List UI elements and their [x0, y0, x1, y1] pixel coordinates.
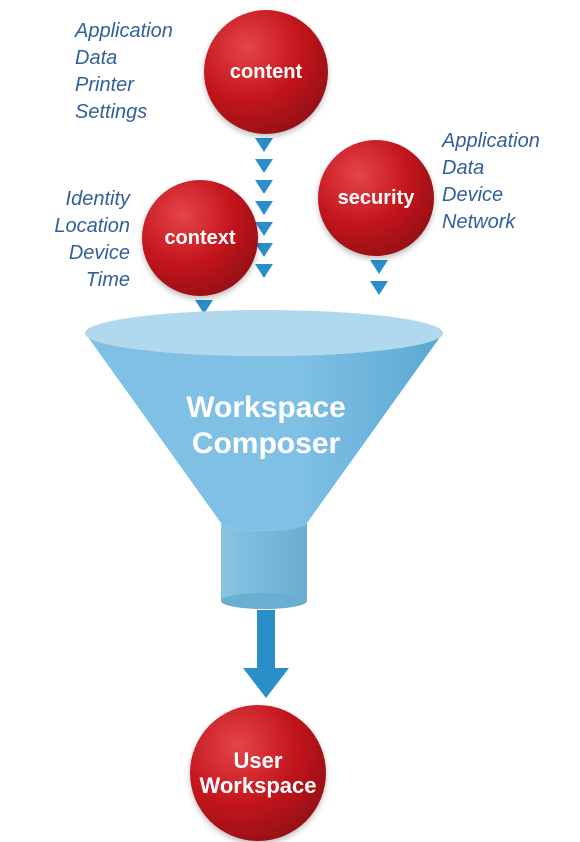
arrow-segment-icon — [370, 281, 388, 295]
user-workspace-label-line1: User — [200, 748, 317, 773]
arrow-segment-icon — [255, 243, 273, 257]
context-sphere: context — [142, 180, 258, 296]
list-item: Device — [0, 240, 130, 267]
list-item: Settings — [75, 99, 173, 126]
output-arrow-shape — [243, 610, 289, 698]
list-item: Time — [0, 267, 130, 294]
list-item: Network — [442, 209, 540, 236]
funnel-label-line2: Composer — [176, 426, 356, 462]
security-sphere-label: security — [338, 187, 415, 210]
user-workspace-label-line2: Workspace — [200, 773, 317, 798]
content-sphere: content — [204, 10, 328, 134]
list-item: Identity — [0, 186, 130, 213]
arrow-segment-icon — [370, 260, 388, 274]
user-workspace-label: User Workspace — [200, 748, 317, 799]
funnel-label-line1: Workspace — [176, 390, 356, 426]
arrow-segment-icon — [255, 201, 273, 215]
list-item: Data — [442, 155, 540, 182]
list-item: Device — [442, 182, 540, 209]
arrow-segment-icon — [255, 138, 273, 152]
list-item: Application — [442, 128, 540, 155]
security-attributes-list: ApplicationDataDeviceNetwork — [442, 128, 540, 236]
arrow-segment-icon — [255, 180, 273, 194]
context-attributes-list: IdentityLocationDeviceTime — [0, 186, 130, 294]
funnel — [85, 310, 443, 616]
funnel-label: Workspace Composer — [176, 390, 356, 462]
output-arrow — [243, 610, 289, 703]
security-sphere: security — [318, 140, 434, 256]
content-attributes-list: ApplicationDataPrinterSettings — [75, 18, 173, 126]
list-item: Location — [0, 213, 130, 240]
content-arrow — [255, 138, 273, 285]
list-item: Data — [75, 45, 173, 72]
list-item: Printer — [75, 72, 173, 99]
list-item: Application — [75, 18, 173, 45]
content-sphere-label: content — [230, 61, 302, 84]
arrow-segment-icon — [255, 264, 273, 278]
context-sphere-label: context — [164, 227, 235, 250]
arrow-segment-icon — [255, 159, 273, 173]
user-workspace-sphere: User Workspace — [190, 705, 326, 841]
security-arrow — [370, 260, 388, 302]
